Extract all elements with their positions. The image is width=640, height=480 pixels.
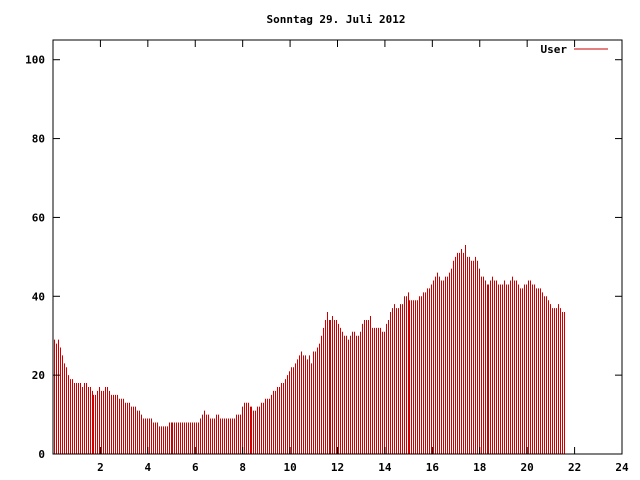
y-tick-label: 0 <box>38 448 45 461</box>
x-axis: 2 4 6 8 10 12 14 16 18 20 22 24 <box>97 40 629 474</box>
y-tick-label: 80 <box>32 133 45 146</box>
x-tick-label: 12 <box>331 461 344 474</box>
y-tick-label: 20 <box>32 369 45 382</box>
x-tick-label: 4 <box>145 461 152 474</box>
legend-label: User <box>541 43 568 56</box>
y-tick-label: 100 <box>25 54 45 67</box>
x-tick-label: 18 <box>473 461 486 474</box>
y-tick-label: 40 <box>32 290 45 303</box>
x-tick-label: 6 <box>192 461 199 474</box>
x-tick-label: 24 <box>615 461 629 474</box>
legend: User <box>541 43 608 56</box>
chart-title: Sonntag 29. Juli 2012 <box>266 13 405 26</box>
y-tick-label: 60 <box>32 211 45 224</box>
x-tick-label: 20 <box>521 461 534 474</box>
x-tick-label: 14 <box>378 461 392 474</box>
x-tick-label: 22 <box>568 461 581 474</box>
x-tick-label: 10 <box>283 461 296 474</box>
x-tick-label: 16 <box>426 461 440 474</box>
x-tick-label: 8 <box>239 461 246 474</box>
x-tick-label: 2 <box>97 461 104 474</box>
y-axis: 0 20 40 60 80 100 <box>25 54 622 461</box>
bar-series <box>54 245 565 454</box>
